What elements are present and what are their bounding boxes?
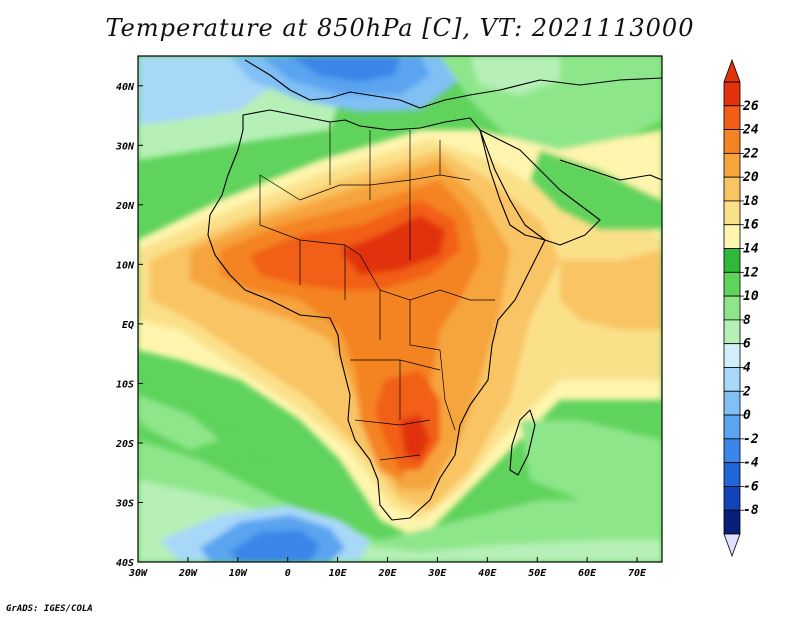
africa-coastline [207, 109, 546, 521]
colorbar-label: 0 [743, 408, 751, 423]
colorbar-box [723, 438, 741, 464]
field-band-deep-blue-med [290, 56, 400, 82]
lon-tick-label: 30E [427, 568, 447, 579]
colorbar-box [723, 343, 741, 368]
temperature-field [138, 56, 662, 562]
colorbar-box [723, 224, 741, 249]
lat-tick-label: 40N [116, 82, 135, 93]
field-core-south-hot [400, 415, 430, 460]
field-core-north-hot [340, 215, 445, 275]
colorbar-box [723, 105, 741, 130]
lon-tick-label: 40E [478, 568, 497, 579]
lat-tick-label: 20S [115, 439, 134, 450]
colorbar-label: 18 [743, 194, 759, 209]
colorbar-label: -6 [743, 479, 759, 494]
colorbar-label: 20 [742, 170, 759, 185]
colorbar-label: 14 [743, 242, 759, 257]
field-indian-green [520, 420, 662, 500]
colorbar-label: 2 [742, 384, 751, 399]
colorbar-label: 24 [742, 123, 759, 138]
field-east-ocean-orange [560, 250, 662, 330]
lon-tick-label: 0 [285, 568, 291, 579]
lat-tick-label: 30N [115, 141, 135, 152]
colorbar-label: 6 [743, 337, 751, 352]
arabian-peninsula-coastline [479, 129, 601, 246]
colorbar-label: 16 [743, 218, 759, 233]
lat-tick-label: 10S [116, 379, 134, 390]
lon-tick-label: 20E [377, 568, 397, 579]
colorbar-label: 26 [742, 99, 759, 114]
lat-tick-label: 20N [115, 201, 135, 212]
field-band-pale-green-ne [470, 56, 560, 95]
colorbar-box [723, 367, 741, 392]
colorbar-over-triangle [723, 58, 741, 83]
colorbar-box [723, 390, 741, 416]
colorbar-box [723, 152, 741, 178]
lon-tick-label: 30W [128, 568, 148, 579]
colorbar-box [723, 319, 741, 345]
colorbar-box [723, 486, 741, 511]
map-title: Temperature at 850hPa [C], VT: 202111300… [105, 14, 695, 42]
lon-tick-label: 10E [329, 568, 348, 579]
latitude-axis: 40N 30N 20N 10N EQ 10S 20S 30S 40S [115, 82, 143, 569]
colorbar-box [723, 176, 741, 202]
colorbar-box [723, 509, 741, 535]
madagascar-coastline [509, 409, 536, 476]
lon-tick-label: 20W [178, 568, 198, 579]
lon-tick-label: 60E [578, 568, 597, 579]
credit-label: GrADS: IGES/COLA [6, 604, 93, 614]
lat-tick-label: EQ [122, 320, 134, 331]
colorbar-label: -4 [743, 456, 759, 471]
colorbar-label: 12 [743, 265, 759, 280]
coastlines [207, 59, 662, 521]
colorbar-label: 22 [742, 146, 759, 161]
colorbar-under-triangle [723, 533, 741, 558]
europe-coastline [244, 59, 662, 109]
persian-coastline [559, 159, 662, 181]
lon-tick-label: 70E [628, 568, 647, 579]
colorbar-box [723, 248, 741, 273]
field-south-deep-blue [230, 530, 320, 562]
lat-tick-label: 30S [115, 498, 134, 509]
colorbar-box [723, 271, 741, 297]
lon-tick-label: 10W [229, 568, 248, 579]
colorbar-box [723, 81, 741, 107]
map-frame [137, 55, 663, 563]
colorbar-box [723, 129, 741, 154]
colorbar-box [723, 295, 741, 321]
colorbar-label: 10 [743, 289, 759, 304]
colorbar-label: -8 [743, 503, 759, 518]
colorbar-label: 4 [743, 360, 751, 375]
colorbar-box [723, 414, 741, 440]
field-atlantic-pale [138, 395, 220, 450]
lat-tick-label: 40S [116, 558, 134, 569]
field-arabia-green [530, 150, 662, 230]
lon-tick-label: 50E [528, 568, 547, 579]
lat-tick-label: 10N [116, 260, 135, 271]
colorbar-box [723, 200, 741, 226]
colorbar-label: 8 [743, 313, 751, 328]
colorbar-box [723, 462, 741, 487]
colorbar-label: -2 [743, 432, 759, 447]
country-borders [259, 122, 495, 461]
longitude-axis: 30W 20W 10W 0 10E 20E 30E 40E 50E 60E 70E [128, 557, 647, 579]
